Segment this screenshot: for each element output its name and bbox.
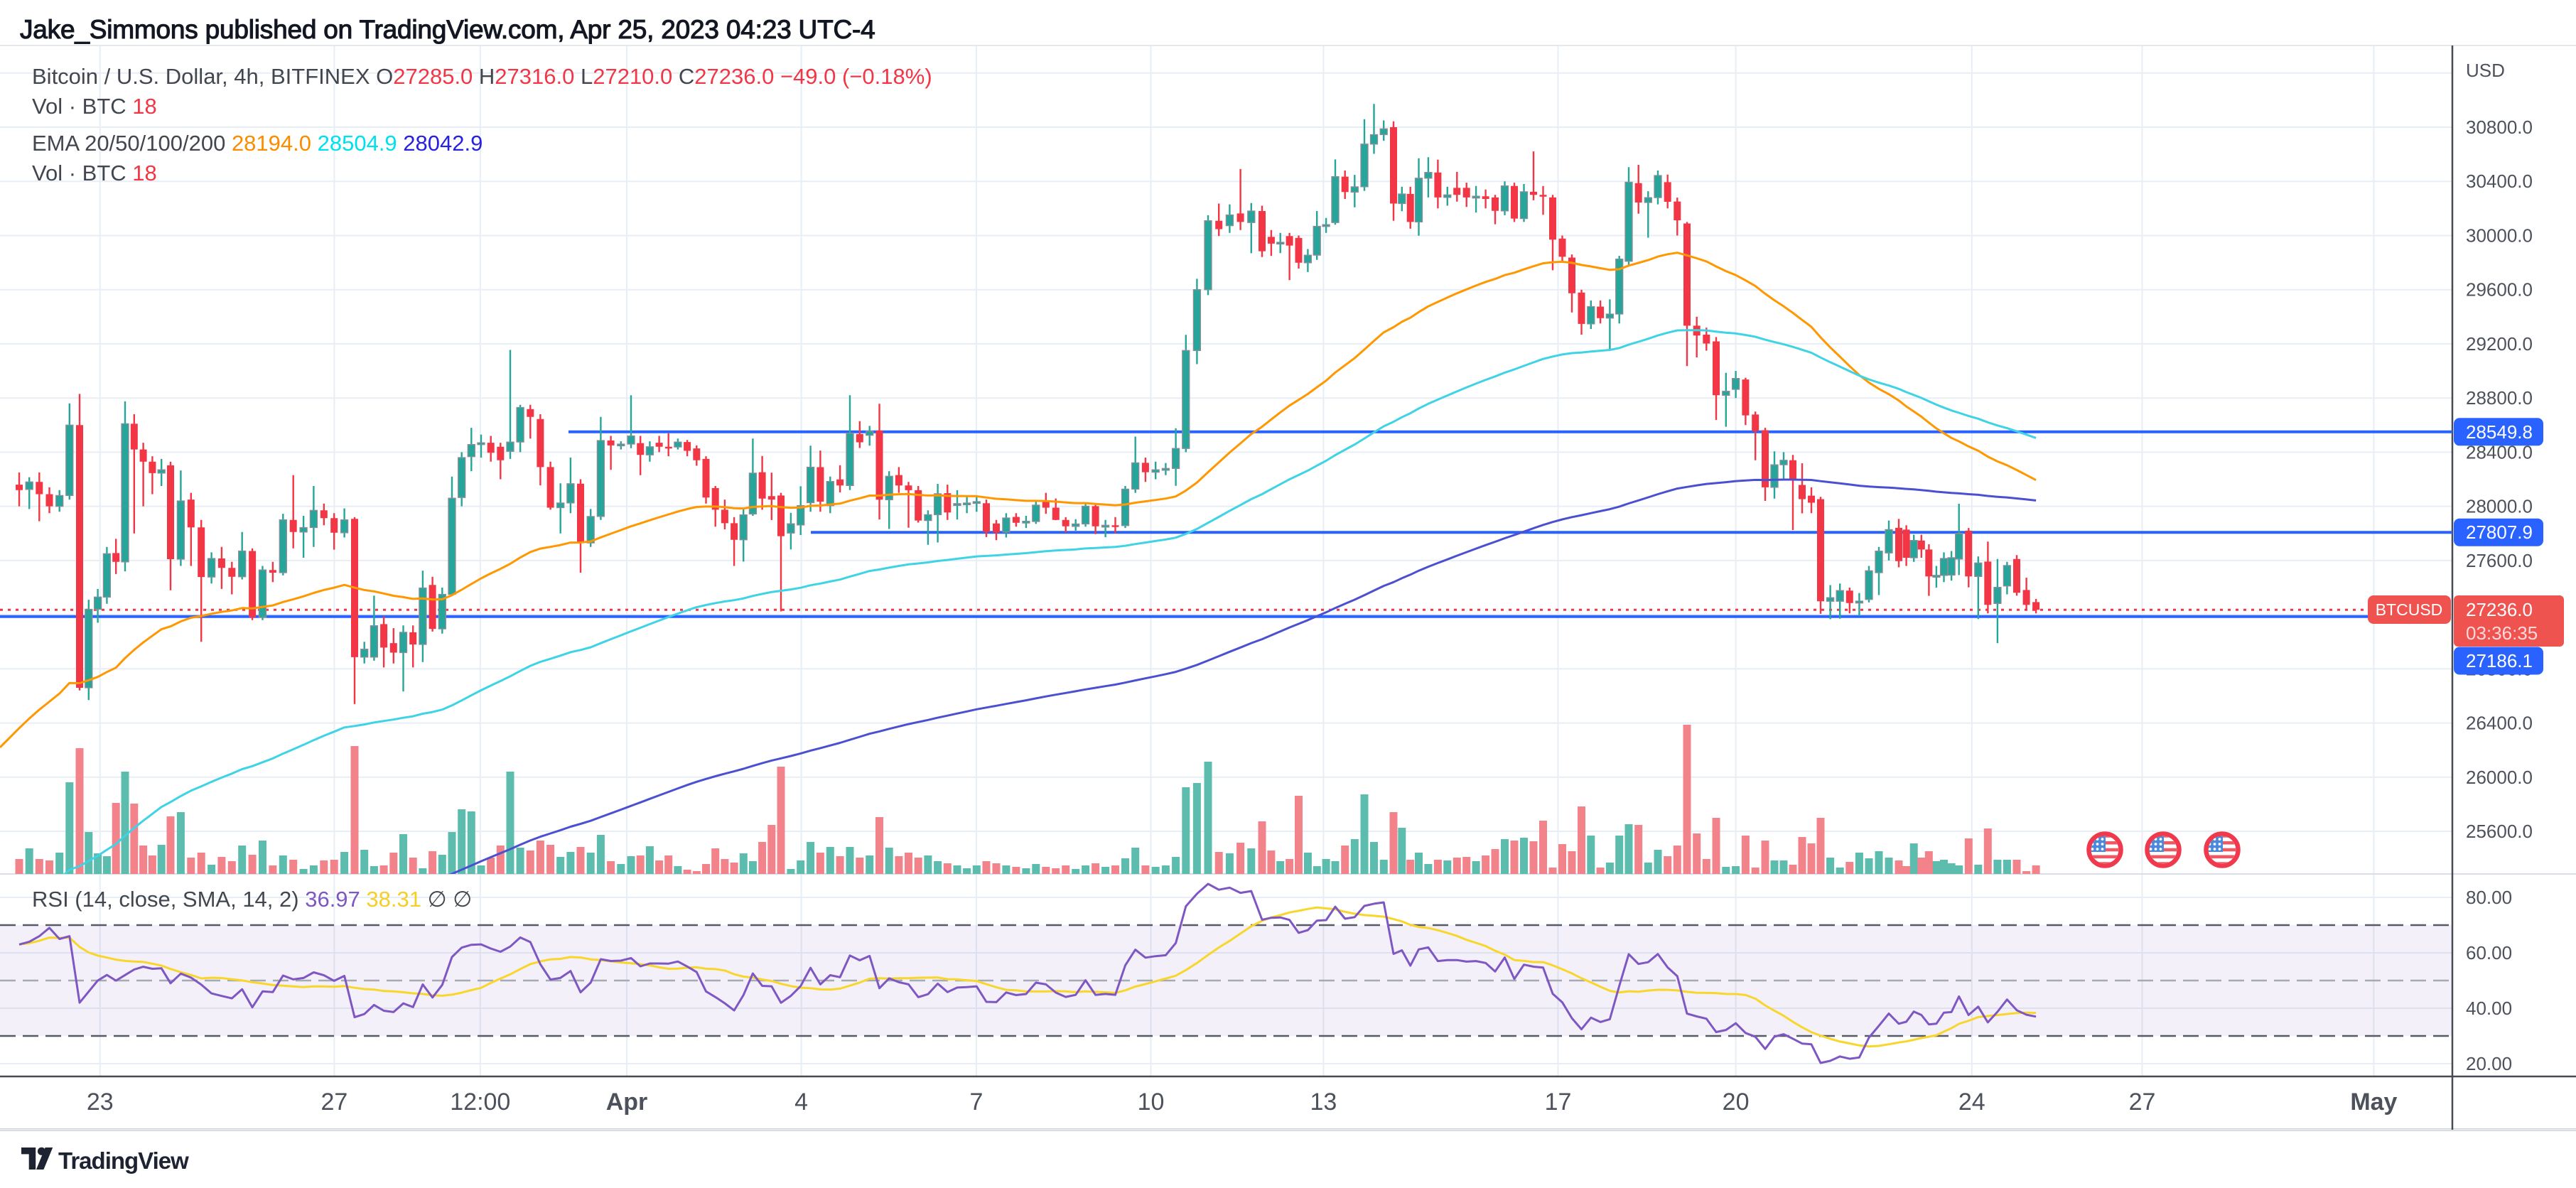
svg-text:Bitcoin / U.S. Dollar, 4h, BIT: Bitcoin / U.S. Dollar, 4h, BITFINEX O272… [32,64,932,89]
svg-text:27: 27 [2129,1089,2156,1116]
svg-text:27807.9: 27807.9 [2466,522,2533,543]
svg-text:28800.0: 28800.0 [2466,387,2533,409]
svg-text:EMA 20/50/100/200 28194.0 28: EMA 20/50/100/200 28194.0 28504.9 28042.… [32,131,483,156]
svg-text:25600.0: 25600.0 [2466,821,2533,842]
svg-text:27236.0: 27236.0 [2466,599,2533,620]
svg-text:28549.8: 28549.8 [2466,421,2533,443]
svg-text:27: 27 [320,1089,347,1116]
svg-text:26000.0: 26000.0 [2466,767,2533,788]
svg-text:Jake_Simmons published on Trad: Jake_Simmons published on TradingView.co… [20,15,875,44]
svg-text:27186.1: 27186.1 [2466,650,2533,671]
svg-text:30400.0: 30400.0 [2466,171,2533,192]
svg-text:12:00: 12:00 [450,1089,510,1116]
svg-text:20.00: 20.00 [2466,1053,2512,1074]
svg-text:28000.0: 28000.0 [2466,496,2533,517]
svg-text:03:36:35: 03:36:35 [2466,622,2538,644]
svg-text:10: 10 [1138,1089,1165,1116]
svg-text:Vol · BTC 18: Vol · BTC 18 [32,94,157,119]
svg-text:29200.0: 29200.0 [2466,333,2533,355]
svg-text:24: 24 [1958,1089,1985,1116]
svg-text:29600.0: 29600.0 [2466,279,2533,301]
svg-text:4: 4 [794,1089,808,1116]
svg-text:26400.0: 26400.0 [2466,713,2533,734]
svg-text:BTCUSD: BTCUSD [2376,600,2443,619]
svg-text:Apr: Apr [606,1089,648,1116]
svg-text:17: 17 [1545,1089,1572,1116]
svg-text:30000.0: 30000.0 [2466,225,2533,246]
svg-text:TradingView: TradingView [58,1148,189,1174]
svg-text:May: May [2350,1089,2397,1116]
svg-text:30800.0: 30800.0 [2466,117,2533,138]
svg-text:40.00: 40.00 [2466,998,2512,1019]
svg-text:RSI (14, close, SMA, 14, 2) 3: RSI (14, close, SMA, 14, 2) 36.97 38.31 … [32,887,472,912]
svg-text:7: 7 [969,1089,983,1116]
svg-text:USD: USD [2466,60,2505,81]
svg-text:60.00: 60.00 [2466,942,2512,963]
svg-text:20: 20 [1723,1089,1750,1116]
svg-text:Vol · BTC 18: Vol · BTC 18 [32,161,157,185]
svg-text:80.00: 80.00 [2466,887,2512,908]
svg-text:23: 23 [87,1089,114,1116]
svg-text:27600.0: 27600.0 [2466,550,2533,571]
svg-text:13: 13 [1310,1089,1337,1116]
